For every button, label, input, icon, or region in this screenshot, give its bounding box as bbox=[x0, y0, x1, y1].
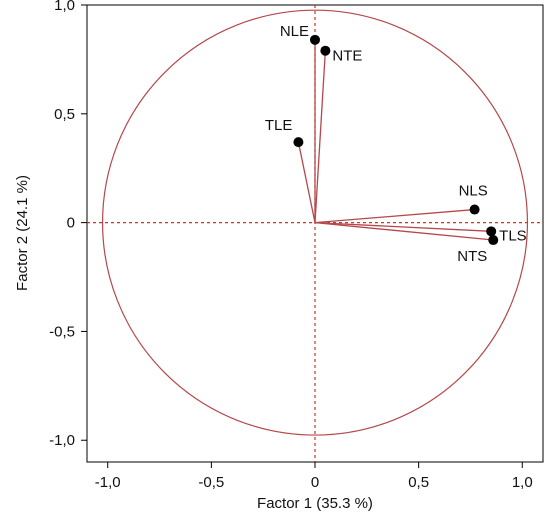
x-axis-ticks: -1,0 -0,5 0 0,5 1,0 bbox=[95, 462, 533, 491]
y-tick-label: 1,0 bbox=[54, 0, 75, 14]
vector-nls bbox=[314, 208, 475, 224]
point-label-nle: NLE bbox=[280, 23, 309, 40]
y-tick-label: 0 bbox=[67, 215, 75, 232]
point-label-tls: TLS bbox=[499, 227, 527, 244]
x-tick-label: -1,0 bbox=[95, 474, 121, 491]
x-tick-label: 1,0 bbox=[512, 474, 533, 491]
vector-tls bbox=[314, 221, 492, 232]
loading-points: NLE NTE TLE NLS TLS NTS bbox=[265, 23, 527, 265]
x-axis-title: Factor 1 (35.3 %) bbox=[257, 495, 373, 512]
y-axis-ticks: -1,0 -0,5 0 0,5 1,0 bbox=[49, 0, 87, 449]
x-tick-label: 0 bbox=[311, 474, 319, 491]
x-tick-label: 0,5 bbox=[408, 474, 429, 491]
point-nle bbox=[310, 34, 320, 45]
y-tick-label: -0,5 bbox=[49, 323, 75, 340]
point-nts bbox=[488, 235, 499, 246]
vector-nts bbox=[314, 221, 494, 241]
unit-circle bbox=[101, 9, 529, 436]
point-label-tle: TLE bbox=[265, 117, 293, 134]
point-nls bbox=[469, 204, 480, 215]
point-tle bbox=[293, 137, 304, 148]
y-tick-label: 0,5 bbox=[54, 106, 75, 123]
x-tick-label: -0,5 bbox=[198, 474, 224, 491]
point-label-nls: NLS bbox=[459, 183, 488, 200]
point-label-nts: NTS bbox=[457, 248, 487, 265]
vector-nte bbox=[314, 50, 327, 223]
y-axis-title: Factor 2 (24.1 %) bbox=[14, 175, 31, 291]
point-nte bbox=[320, 45, 331, 56]
point-label-nte: NTE bbox=[332, 48, 362, 65]
loading-vectors bbox=[297, 39, 494, 241]
point-tls bbox=[486, 226, 497, 237]
y-tick-label: -1,0 bbox=[49, 432, 75, 449]
vector-tle bbox=[297, 141, 316, 223]
